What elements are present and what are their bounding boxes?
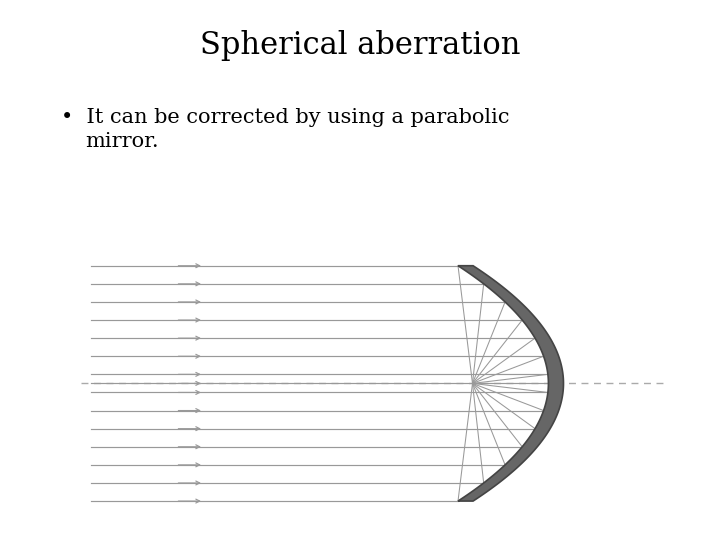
Text: mirror.: mirror. (85, 132, 158, 151)
Text: •  It can be corrected by using a parabolic: • It can be corrected by using a parabol… (61, 108, 510, 127)
Text: Spherical aberration: Spherical aberration (199, 30, 521, 60)
Polygon shape (458, 266, 564, 501)
